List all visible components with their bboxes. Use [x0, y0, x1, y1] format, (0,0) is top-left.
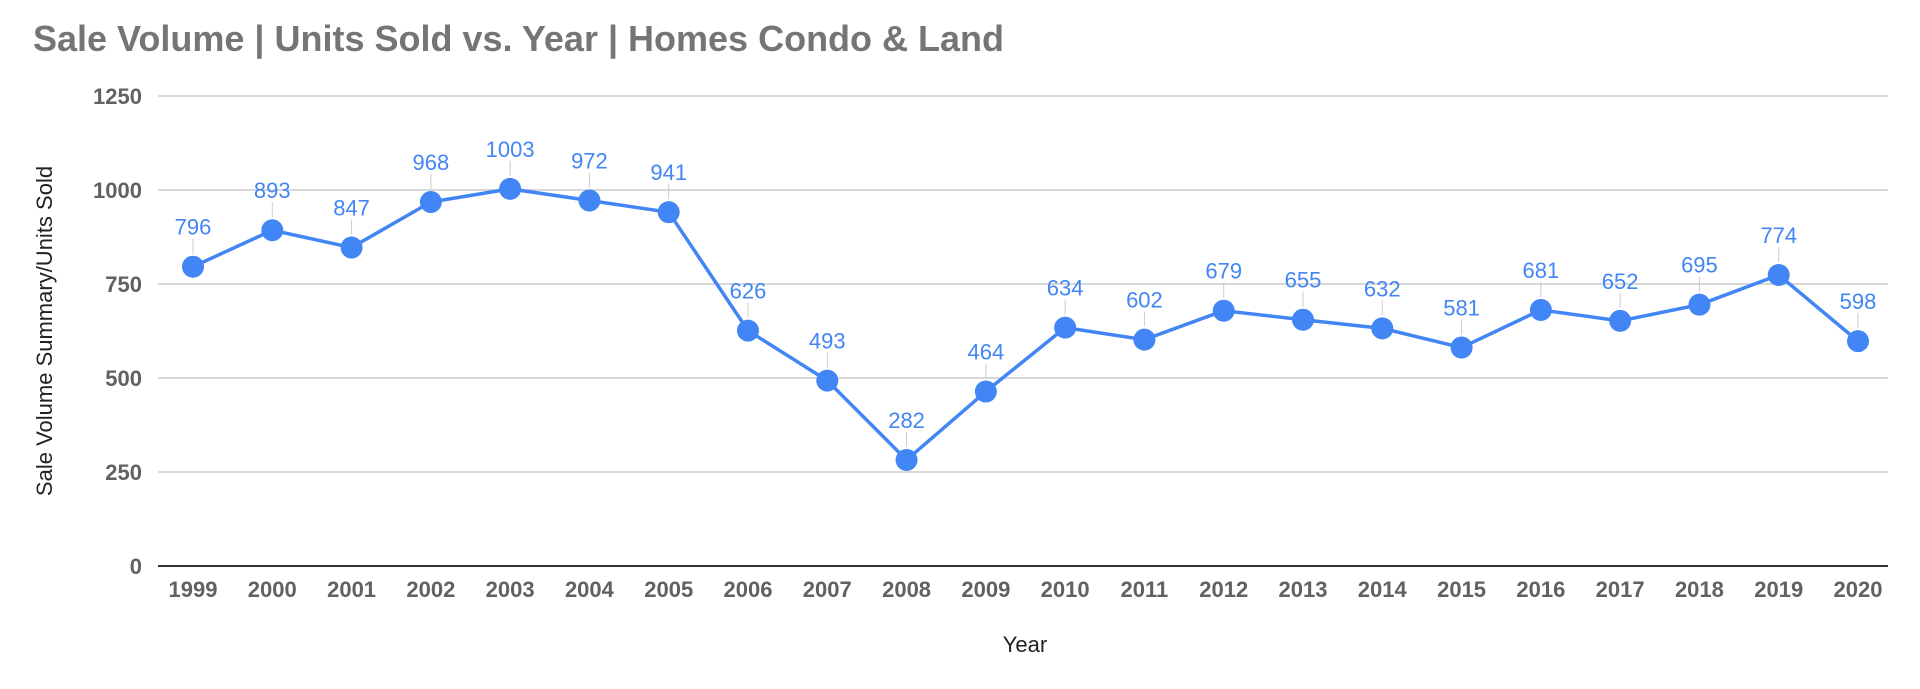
- x-tick-label: 2006: [724, 577, 773, 602]
- x-tick-label: 2002: [406, 577, 455, 602]
- data-label: 581: [1443, 296, 1480, 321]
- x-tick-label: 2004: [565, 577, 615, 602]
- y-tick-label: 1250: [93, 84, 142, 109]
- data-point: [1847, 330, 1869, 353]
- data-point: [261, 219, 284, 242]
- x-axis-title: Year: [1003, 632, 1047, 657]
- y-tick-label: 250: [105, 460, 142, 485]
- x-tick-label: 2013: [1279, 577, 1328, 602]
- data-label: 695: [1681, 253, 1718, 278]
- data-point: [895, 448, 918, 471]
- data-point: [499, 177, 522, 200]
- data-label: 796: [175, 215, 212, 240]
- data-point: [1054, 316, 1077, 339]
- y-tick-label: 750: [105, 272, 142, 297]
- x-tick-label: 1999: [169, 577, 218, 602]
- x-tick-label: 2015: [1437, 577, 1486, 602]
- x-tick-label: 2008: [882, 577, 931, 602]
- series-line: [192, 187, 1860, 462]
- data-point: [1767, 263, 1790, 286]
- data-label: 681: [1522, 258, 1559, 283]
- data-label: 602: [1126, 288, 1163, 313]
- y-tick-label: 1000: [93, 178, 142, 203]
- x-tick-label: 2009: [961, 577, 1010, 602]
- data-label: 847: [333, 196, 370, 221]
- data-label: 598: [1840, 289, 1877, 314]
- data-point: [340, 236, 363, 259]
- data-point: [1212, 299, 1235, 322]
- data-point: [1133, 328, 1156, 351]
- x-tick-label: 2007: [803, 577, 852, 602]
- x-tick-label: 2003: [486, 577, 535, 602]
- data-label: 282: [888, 408, 925, 433]
- x-tick-label: 2010: [1041, 577, 1090, 602]
- data-label: 632: [1364, 276, 1401, 301]
- data-label: 968: [412, 150, 449, 175]
- data-label: 626: [730, 279, 767, 304]
- data-label: 464: [967, 340, 1004, 365]
- x-tick-label: 2011: [1121, 577, 1169, 602]
- x-tick-label: 2019: [1754, 577, 1803, 602]
- data-point: [578, 189, 601, 212]
- data-label: 493: [809, 329, 846, 354]
- x-tick-label: 2017: [1596, 577, 1645, 602]
- x-tick-label: 2001: [327, 577, 376, 602]
- data-point: [1529, 298, 1552, 321]
- y-axis-title: Sale Volume Summary/Units Sold: [32, 166, 57, 496]
- data-point: [1450, 336, 1473, 359]
- x-tick-label: 2000: [248, 577, 297, 602]
- data-label: 652: [1602, 269, 1639, 294]
- data-point: [1292, 308, 1314, 331]
- data-point: [1609, 309, 1632, 332]
- data-point: [737, 319, 759, 342]
- data-point: [1688, 293, 1711, 316]
- data-label: 679: [1205, 259, 1242, 284]
- y-tick-label: 500: [105, 366, 142, 391]
- data-label: 774: [1760, 223, 1797, 248]
- chart-title: Sale Volume | Units Sold vs. Year | Home…: [33, 18, 1005, 59]
- data-label: 893: [254, 178, 291, 203]
- y-tick-label: 0: [130, 554, 142, 579]
- data-label: 1003: [486, 137, 535, 162]
- data-label: 634: [1047, 276, 1084, 301]
- data-point: [816, 369, 839, 392]
- data-point: [419, 191, 442, 214]
- data-point: [657, 201, 680, 224]
- x-tick-label: 2005: [644, 577, 693, 602]
- data-point: [974, 380, 997, 403]
- data-label: 655: [1285, 268, 1322, 293]
- x-tick-label: 2014: [1358, 577, 1408, 602]
- data-point: [182, 255, 204, 278]
- x-tick-label: 2018: [1675, 577, 1724, 602]
- x-tick-label: 2020: [1834, 577, 1883, 602]
- data-label: 941: [650, 160, 687, 185]
- x-tick-label: 2016: [1516, 577, 1565, 602]
- x-tick-label: 2012: [1199, 577, 1248, 602]
- data-point: [1371, 317, 1394, 340]
- data-label: 972: [571, 149, 608, 174]
